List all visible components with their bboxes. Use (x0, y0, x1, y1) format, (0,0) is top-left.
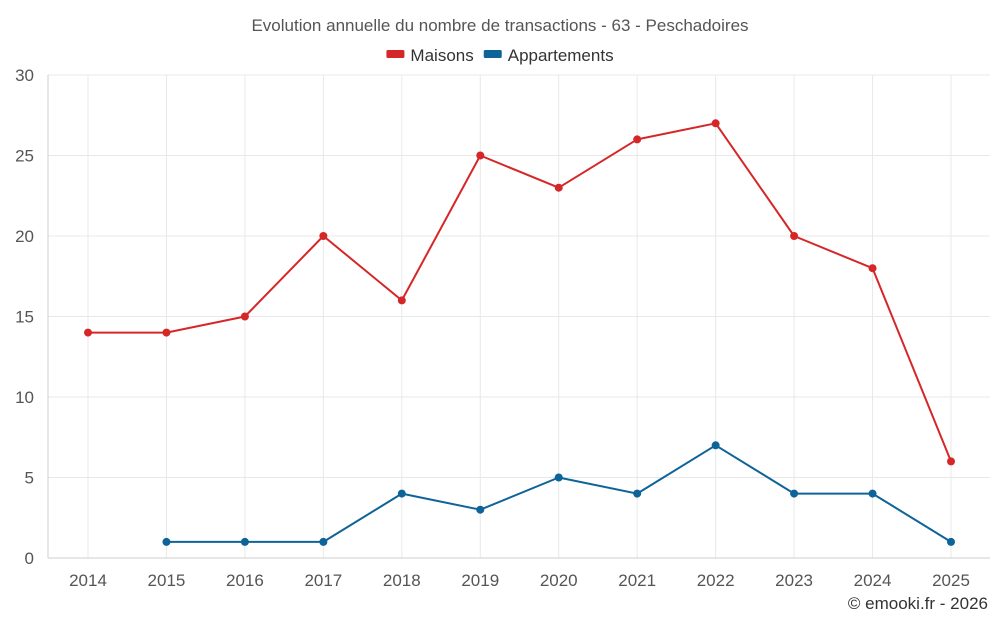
series-appartements (162, 441, 955, 546)
data-point[interactable] (947, 537, 955, 546)
data-point[interactable] (633, 489, 642, 498)
series-group (84, 119, 955, 546)
data-point[interactable] (319, 232, 328, 240)
data-point[interactable] (84, 328, 92, 337)
legend-item-appartements[interactable]: Appartements (483, 46, 614, 65)
legend-label: Maisons (410, 46, 473, 65)
data-point[interactable] (711, 119, 720, 128)
x-tick-label: 2022 (697, 571, 735, 590)
x-tick-label: 2016 (226, 571, 264, 590)
x-tick-label: 2021 (618, 571, 656, 590)
data-point[interactable] (868, 489, 877, 498)
x-tick-label: 2023 (775, 571, 813, 590)
y-tick-label: 0 (25, 549, 34, 568)
legend-item-maisons[interactable]: Maisons (386, 46, 474, 65)
y-tick-label: 15 (15, 308, 34, 327)
credit-text: © emooki.fr - 2026 (848, 594, 988, 613)
data-point[interactable] (554, 473, 563, 482)
y-axis: 0 5 10 15 20 25 30 (15, 66, 34, 568)
x-tick-label: 2018 (383, 571, 421, 590)
x-tick-label: 2020 (540, 571, 578, 590)
data-point[interactable] (947, 457, 955, 466)
data-point[interactable] (868, 264, 877, 273)
series-line (88, 122, 952, 462)
legend: Maisons Appartements (386, 46, 614, 65)
data-point[interactable] (476, 151, 485, 160)
data-point[interactable] (790, 232, 799, 240)
data-point[interactable] (711, 441, 720, 450)
series-maisons (84, 119, 955, 466)
y-tick-label: 25 (15, 147, 34, 166)
x-tick-label: 2015 (148, 571, 186, 590)
data-point[interactable] (240, 537, 249, 546)
legend-swatch (483, 50, 502, 58)
data-point[interactable] (397, 489, 406, 498)
data-point[interactable] (162, 328, 171, 337)
data-point[interactable] (633, 135, 642, 144)
data-point[interactable] (397, 296, 406, 305)
x-axis: 2014 2015 2016 2017 2018 2019 2020 2021 2022 2023… (69, 571, 970, 590)
x-tick-label: 2014 (69, 571, 107, 590)
x-tick-label: 2017 (304, 571, 342, 590)
legend-label: Appartements (508, 46, 614, 65)
y-tick-label: 5 (25, 469, 34, 488)
data-point[interactable] (476, 505, 485, 514)
x-tick-label: 2019 (461, 571, 499, 590)
data-point[interactable] (240, 312, 249, 321)
x-tick-label: 2025 (932, 571, 970, 590)
data-point[interactable] (790, 489, 799, 498)
y-tick-label: 30 (15, 66, 34, 85)
data-point[interactable] (554, 183, 563, 192)
legend-swatch (386, 50, 405, 58)
x-tick-label: 2024 (854, 571, 892, 590)
y-tick-label: 10 (15, 388, 34, 407)
y-tick-label: 20 (15, 227, 34, 246)
data-point[interactable] (319, 537, 328, 546)
grid (47, 74, 990, 559)
data-point[interactable] (162, 537, 171, 546)
chart-title: Evolution annuelle du nombre de transact… (251, 16, 748, 35)
